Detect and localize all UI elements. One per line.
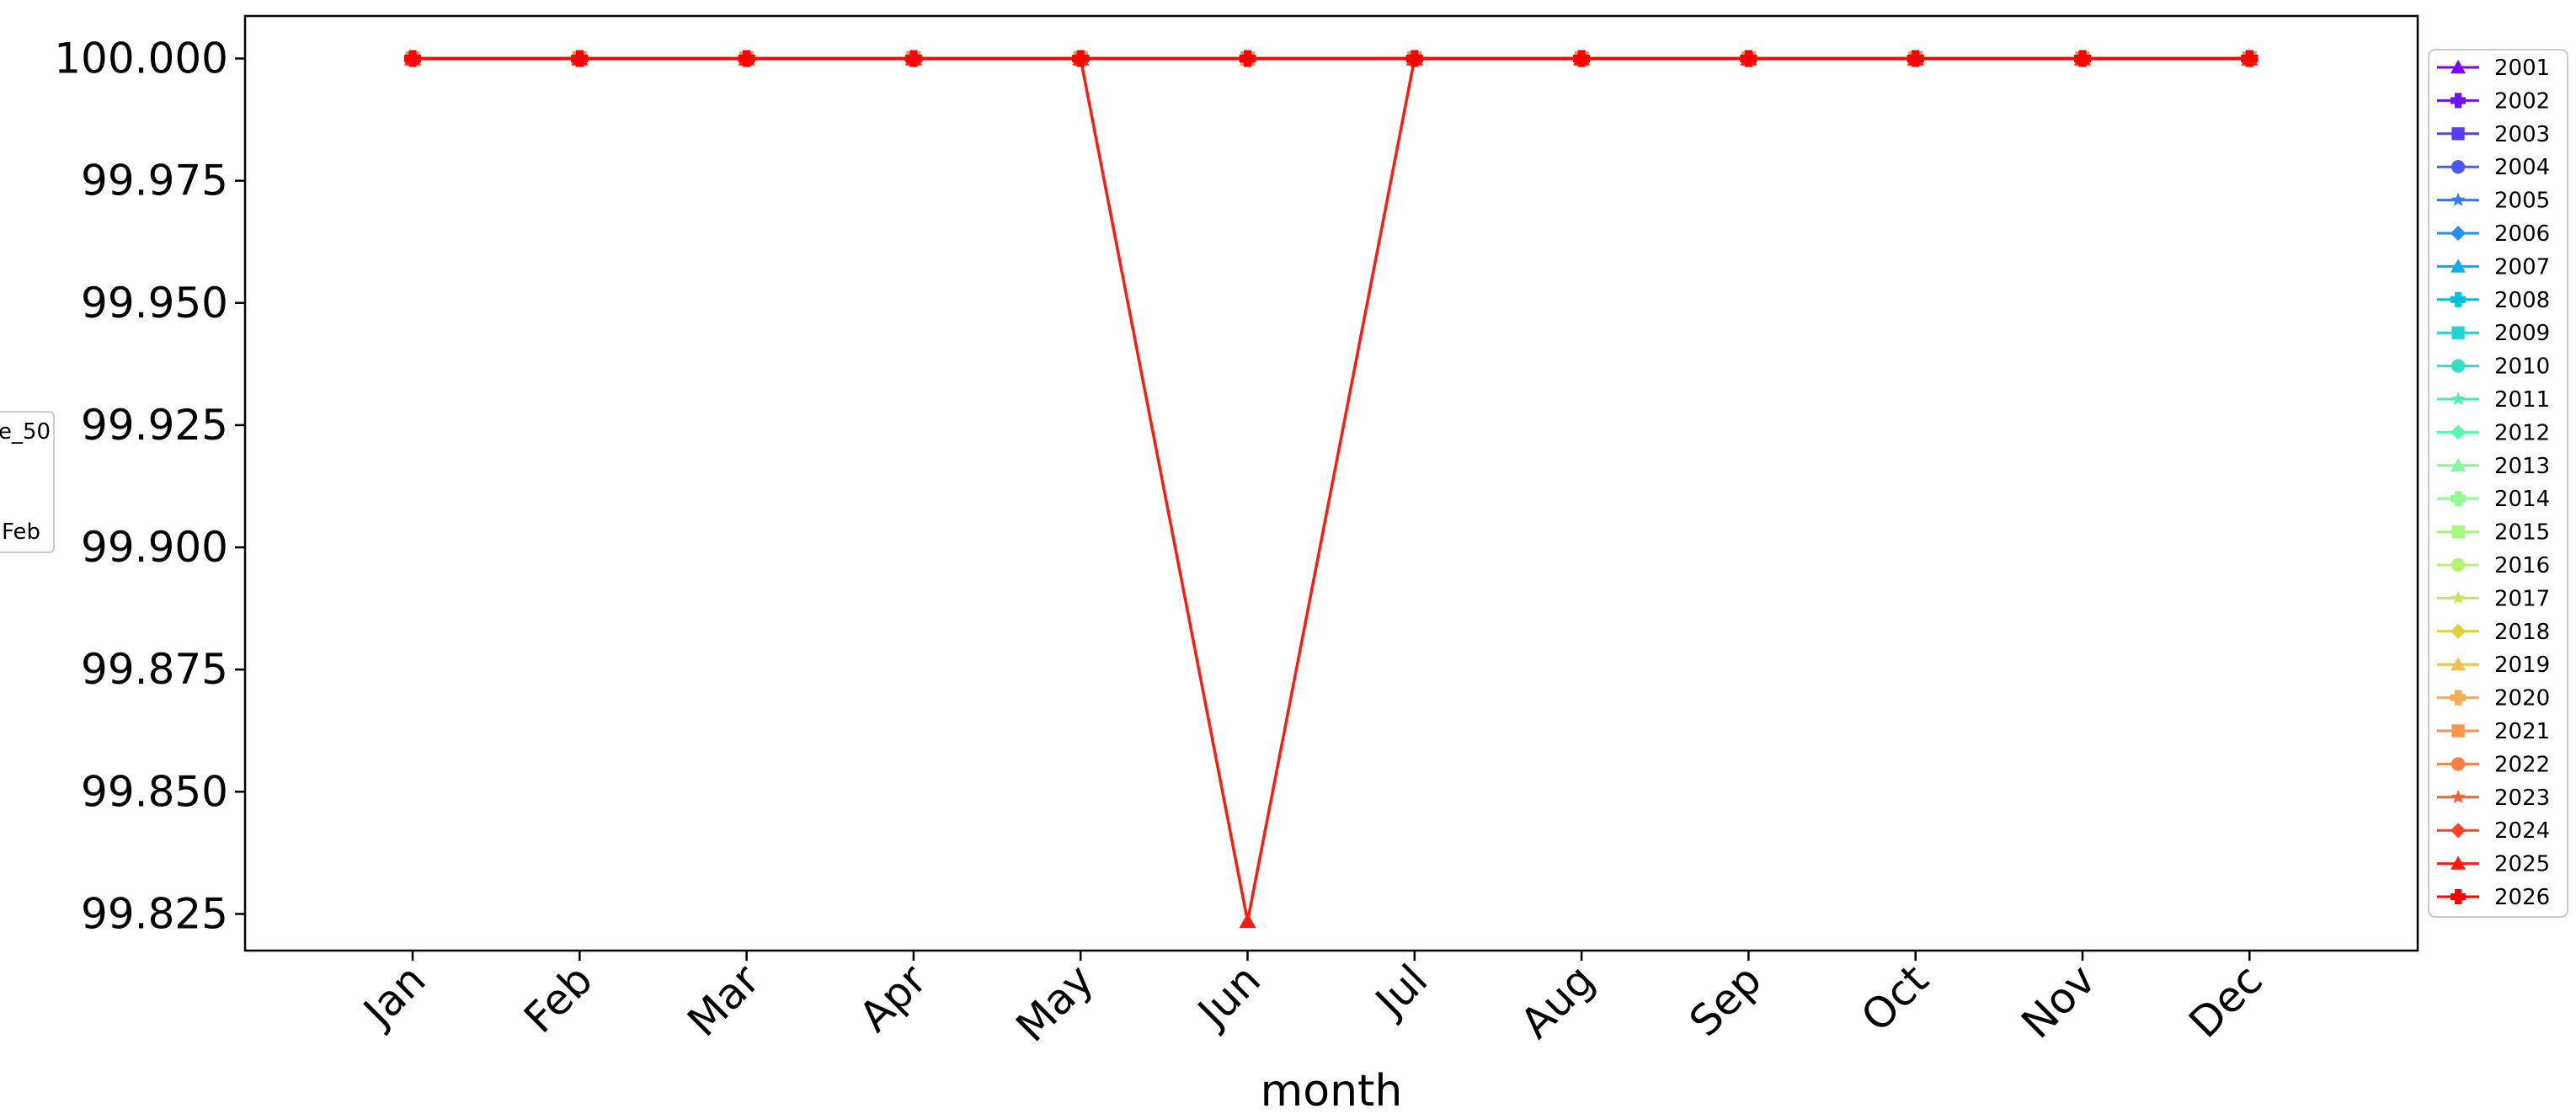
legend-label: 2023: [2494, 786, 2550, 811]
legend-label: 2013: [2494, 454, 2550, 479]
legend-label: 2002: [2494, 88, 2550, 114]
y-tick-label: 99.825: [81, 889, 228, 938]
legend-label: 2025: [2494, 852, 2550, 877]
legend-marker: [2451, 127, 2464, 140]
legend-marker: [2451, 360, 2465, 373]
legend-label: 2009: [2494, 321, 2550, 346]
legend-label: 2021: [2494, 719, 2550, 744]
y-tick-label: 99.925: [81, 401, 228, 450]
y-tick-label: 99.950: [81, 279, 228, 328]
legend-marker: [2451, 525, 2464, 538]
legend-label: 2010: [2494, 354, 2550, 380]
legend-marker: [2451, 327, 2464, 339]
y-tick-label: 99.875: [81, 645, 228, 694]
legend-label: 2019: [2494, 653, 2550, 678]
legend-label: 2020: [2494, 686, 2550, 711]
legend-label: 2006: [2494, 221, 2550, 247]
y-tick-label: 99.975: [81, 157, 228, 205]
legend-label: 2014: [2494, 487, 2550, 512]
legend-label: 2026: [2494, 885, 2550, 910]
y-tick-label: 99.850: [81, 767, 228, 816]
x-axis-label: month: [1261, 1066, 1403, 1116]
secondary-legend-text-1: e_50: [0, 419, 51, 445]
legend-label: 2018: [2494, 620, 2550, 645]
legend-marker: [2451, 757, 2465, 770]
legend-label: 2015: [2494, 520, 2550, 546]
legend-label: 2012: [2494, 420, 2550, 445]
legend-label: 2008: [2494, 288, 2550, 313]
secondary-legend-text-2: Feb: [2, 520, 40, 545]
legend-label: 2016: [2494, 553, 2550, 578]
legend-marker: [2451, 724, 2464, 737]
legend-marker: [2451, 160, 2465, 173]
legend: 2001 2002 2003 2004 2005 2006 2007 2008 2009 2010…: [2429, 50, 2568, 917]
secondary-legend: e_50 Feb: [0, 412, 54, 552]
legend-label: 2001: [2494, 56, 2550, 81]
legend-label: 2024: [2494, 818, 2550, 844]
legend-label: 2011: [2494, 387, 2550, 413]
legend-label: 2003: [2494, 122, 2550, 147]
legend-label: 2022: [2494, 752, 2550, 777]
y-tick-label: 100.000: [54, 35, 228, 83]
legend-label: 2007: [2494, 254, 2550, 280]
legend-marker: [2451, 558, 2465, 572]
legend-label: 2005: [2494, 189, 2550, 214]
legend-label: 2004: [2494, 155, 2550, 180]
legend-label: 2017: [2494, 586, 2550, 611]
y-tick-label: 99.900: [81, 523, 228, 572]
